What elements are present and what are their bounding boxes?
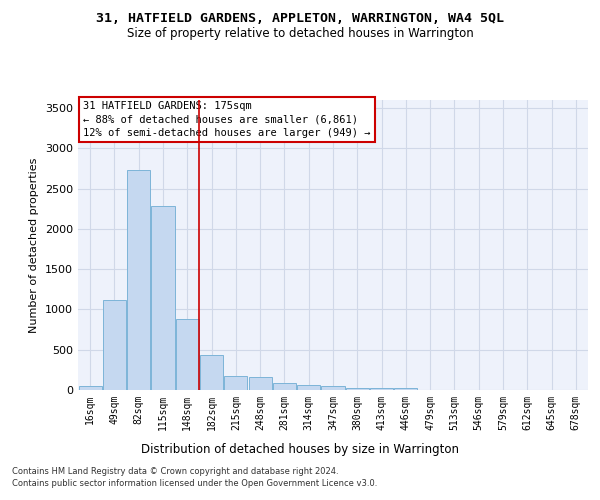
Bar [248,376,272,390]
Text: 31 HATFIELD GARDENS: 175sqm
← 88% of detached houses are smaller (6,861)
12% of : 31 HATFIELD GARDENS: 175sqm ← 88% of det… [83,102,371,138]
Bar [200,356,223,390]
Bar [151,206,175,390]
Text: Size of property relative to detached houses in Warrington: Size of property relative to detached ho… [127,28,473,40]
Y-axis label: Number of detached properties: Number of detached properties [29,158,40,332]
Bar [394,388,418,390]
Text: 31, HATFIELD GARDENS, APPLETON, WARRINGTON, WA4 5QL: 31, HATFIELD GARDENS, APPLETON, WARRINGT… [96,12,504,26]
Bar [224,376,247,390]
Bar [346,388,369,390]
Bar [322,386,344,390]
Bar [127,170,150,390]
Text: Contains HM Land Registry data © Crown copyright and database right 2024.: Contains HM Land Registry data © Crown c… [12,467,338,476]
Bar [297,385,320,390]
Bar [273,383,296,390]
Text: Distribution of detached houses by size in Warrington: Distribution of detached houses by size … [141,442,459,456]
Bar [103,300,126,390]
Bar [370,388,393,390]
Text: Contains public sector information licensed under the Open Government Licence v3: Contains public sector information licen… [12,478,377,488]
Bar [79,386,101,390]
Bar [176,319,199,390]
